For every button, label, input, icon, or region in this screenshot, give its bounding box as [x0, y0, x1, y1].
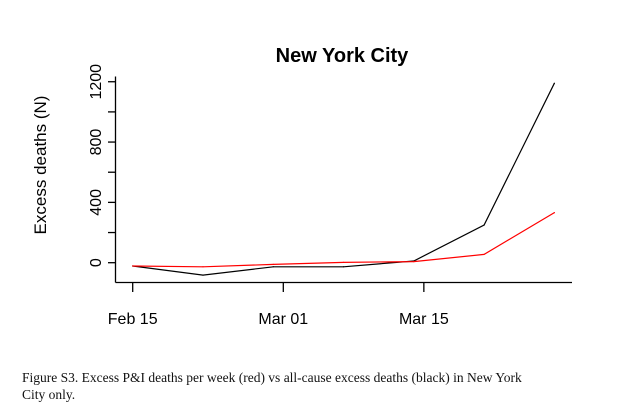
chart-title: New York City — [276, 45, 410, 67]
x-tick-label: Feb 15 — [108, 311, 158, 328]
data-point — [553, 82, 555, 84]
x-tick-label: Mar 01 — [258, 311, 308, 328]
y-axis-label: Excess deaths (N) — [31, 96, 50, 235]
data-point — [272, 266, 274, 268]
data-point — [202, 266, 204, 268]
y-tick-label: 400 — [88, 189, 105, 216]
data-point — [553, 212, 555, 214]
data-point — [342, 261, 345, 263]
y-tick-label: 0 — [88, 258, 105, 267]
figure-caption: Figure S3. Excess P&I deaths per week (r… — [22, 369, 622, 403]
data-point — [413, 261, 415, 263]
data-point — [483, 253, 485, 256]
data-point — [483, 224, 485, 226]
caption-line-2: City only. — [22, 387, 76, 402]
all-cause-excess-line — [132, 82, 555, 276]
pi-excess-line — [132, 212, 555, 268]
x-tick-label: Mar 15 — [399, 311, 449, 328]
y-tick-label: 800 — [88, 129, 105, 156]
data-point — [132, 265, 134, 267]
line-chart: New York City Excess deaths (N) 0 400 800 1… — [31, 45, 572, 328]
data-point — [342, 266, 345, 268]
y-tick-label: 1200 — [88, 64, 105, 100]
data-point — [202, 274, 204, 276]
caption-line-1: Figure S3. Excess P&I deaths per week (r… — [22, 370, 522, 385]
data-point — [272, 263, 274, 265]
